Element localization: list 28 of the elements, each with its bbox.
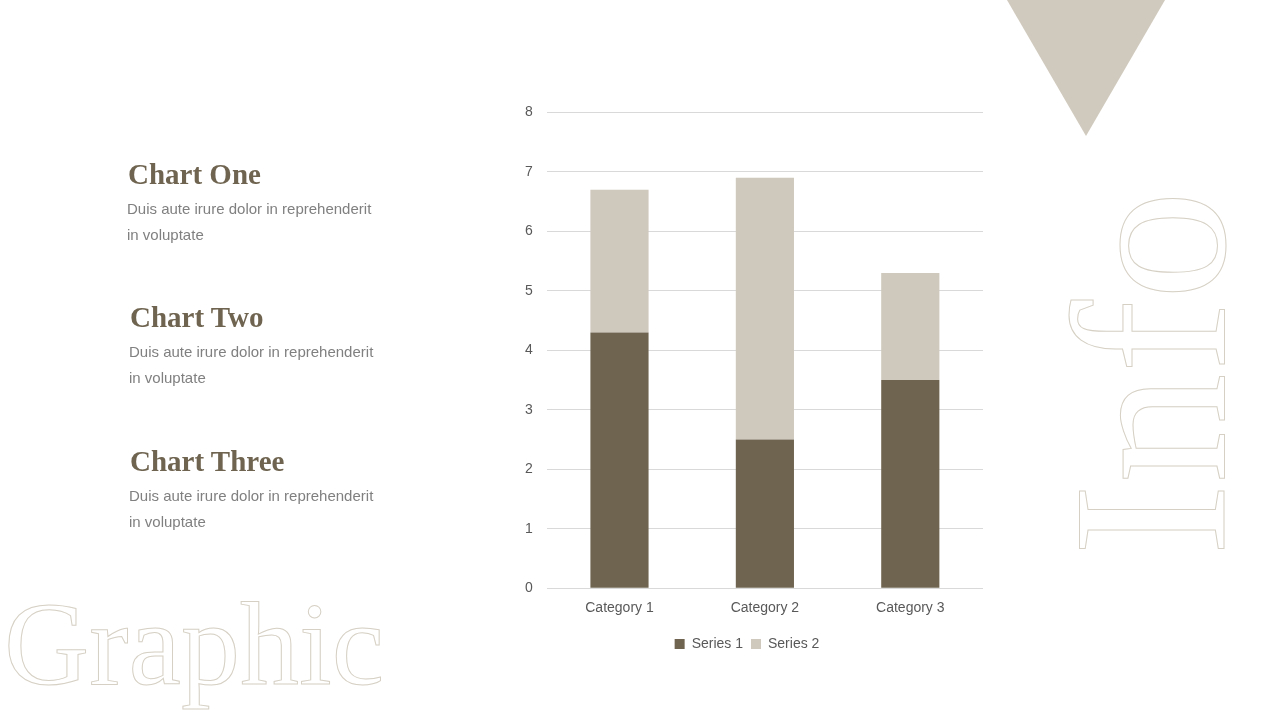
y-tick-label: 5 xyxy=(524,281,533,298)
legend-label: Series 1 xyxy=(691,634,744,651)
text: Chart Two xyxy=(130,301,264,334)
x-tick-label: Category 2 xyxy=(730,599,800,616)
text: Duis aute irure dolor in reprehenderit in voluptate xyxy=(127,199,373,245)
bar xyxy=(735,177,794,440)
y-tick-label: 6 xyxy=(524,222,533,239)
y-tick-label: 3 xyxy=(524,400,533,417)
y-tick-label: 7 xyxy=(524,162,533,179)
text: Duis aute irure dolor in reprehenderit in voluptate xyxy=(129,486,375,532)
text: Info xyxy=(1028,190,1272,557)
y-tick-label: 0 xyxy=(524,579,533,596)
x-tick-label: Category 1 xyxy=(585,599,654,616)
bar xyxy=(590,189,649,333)
bar xyxy=(590,332,649,588)
x-tick-label: Category 3 xyxy=(876,599,945,616)
legend-label: Series 2 xyxy=(768,634,820,651)
bar xyxy=(735,439,794,588)
text: Duis aute irure dolor in reprehenderit in voluptate xyxy=(129,342,375,388)
text: Chart One xyxy=(128,158,261,191)
y-tick-label: 4 xyxy=(524,341,533,358)
y-tick-label: 8 xyxy=(524,103,533,120)
text: Graphic xyxy=(4,579,385,710)
bar xyxy=(881,272,940,381)
text: Chart Three xyxy=(130,445,285,478)
y-tick-label: 1 xyxy=(524,519,533,536)
y-tick-label: 2 xyxy=(524,460,533,477)
bar xyxy=(881,380,940,588)
